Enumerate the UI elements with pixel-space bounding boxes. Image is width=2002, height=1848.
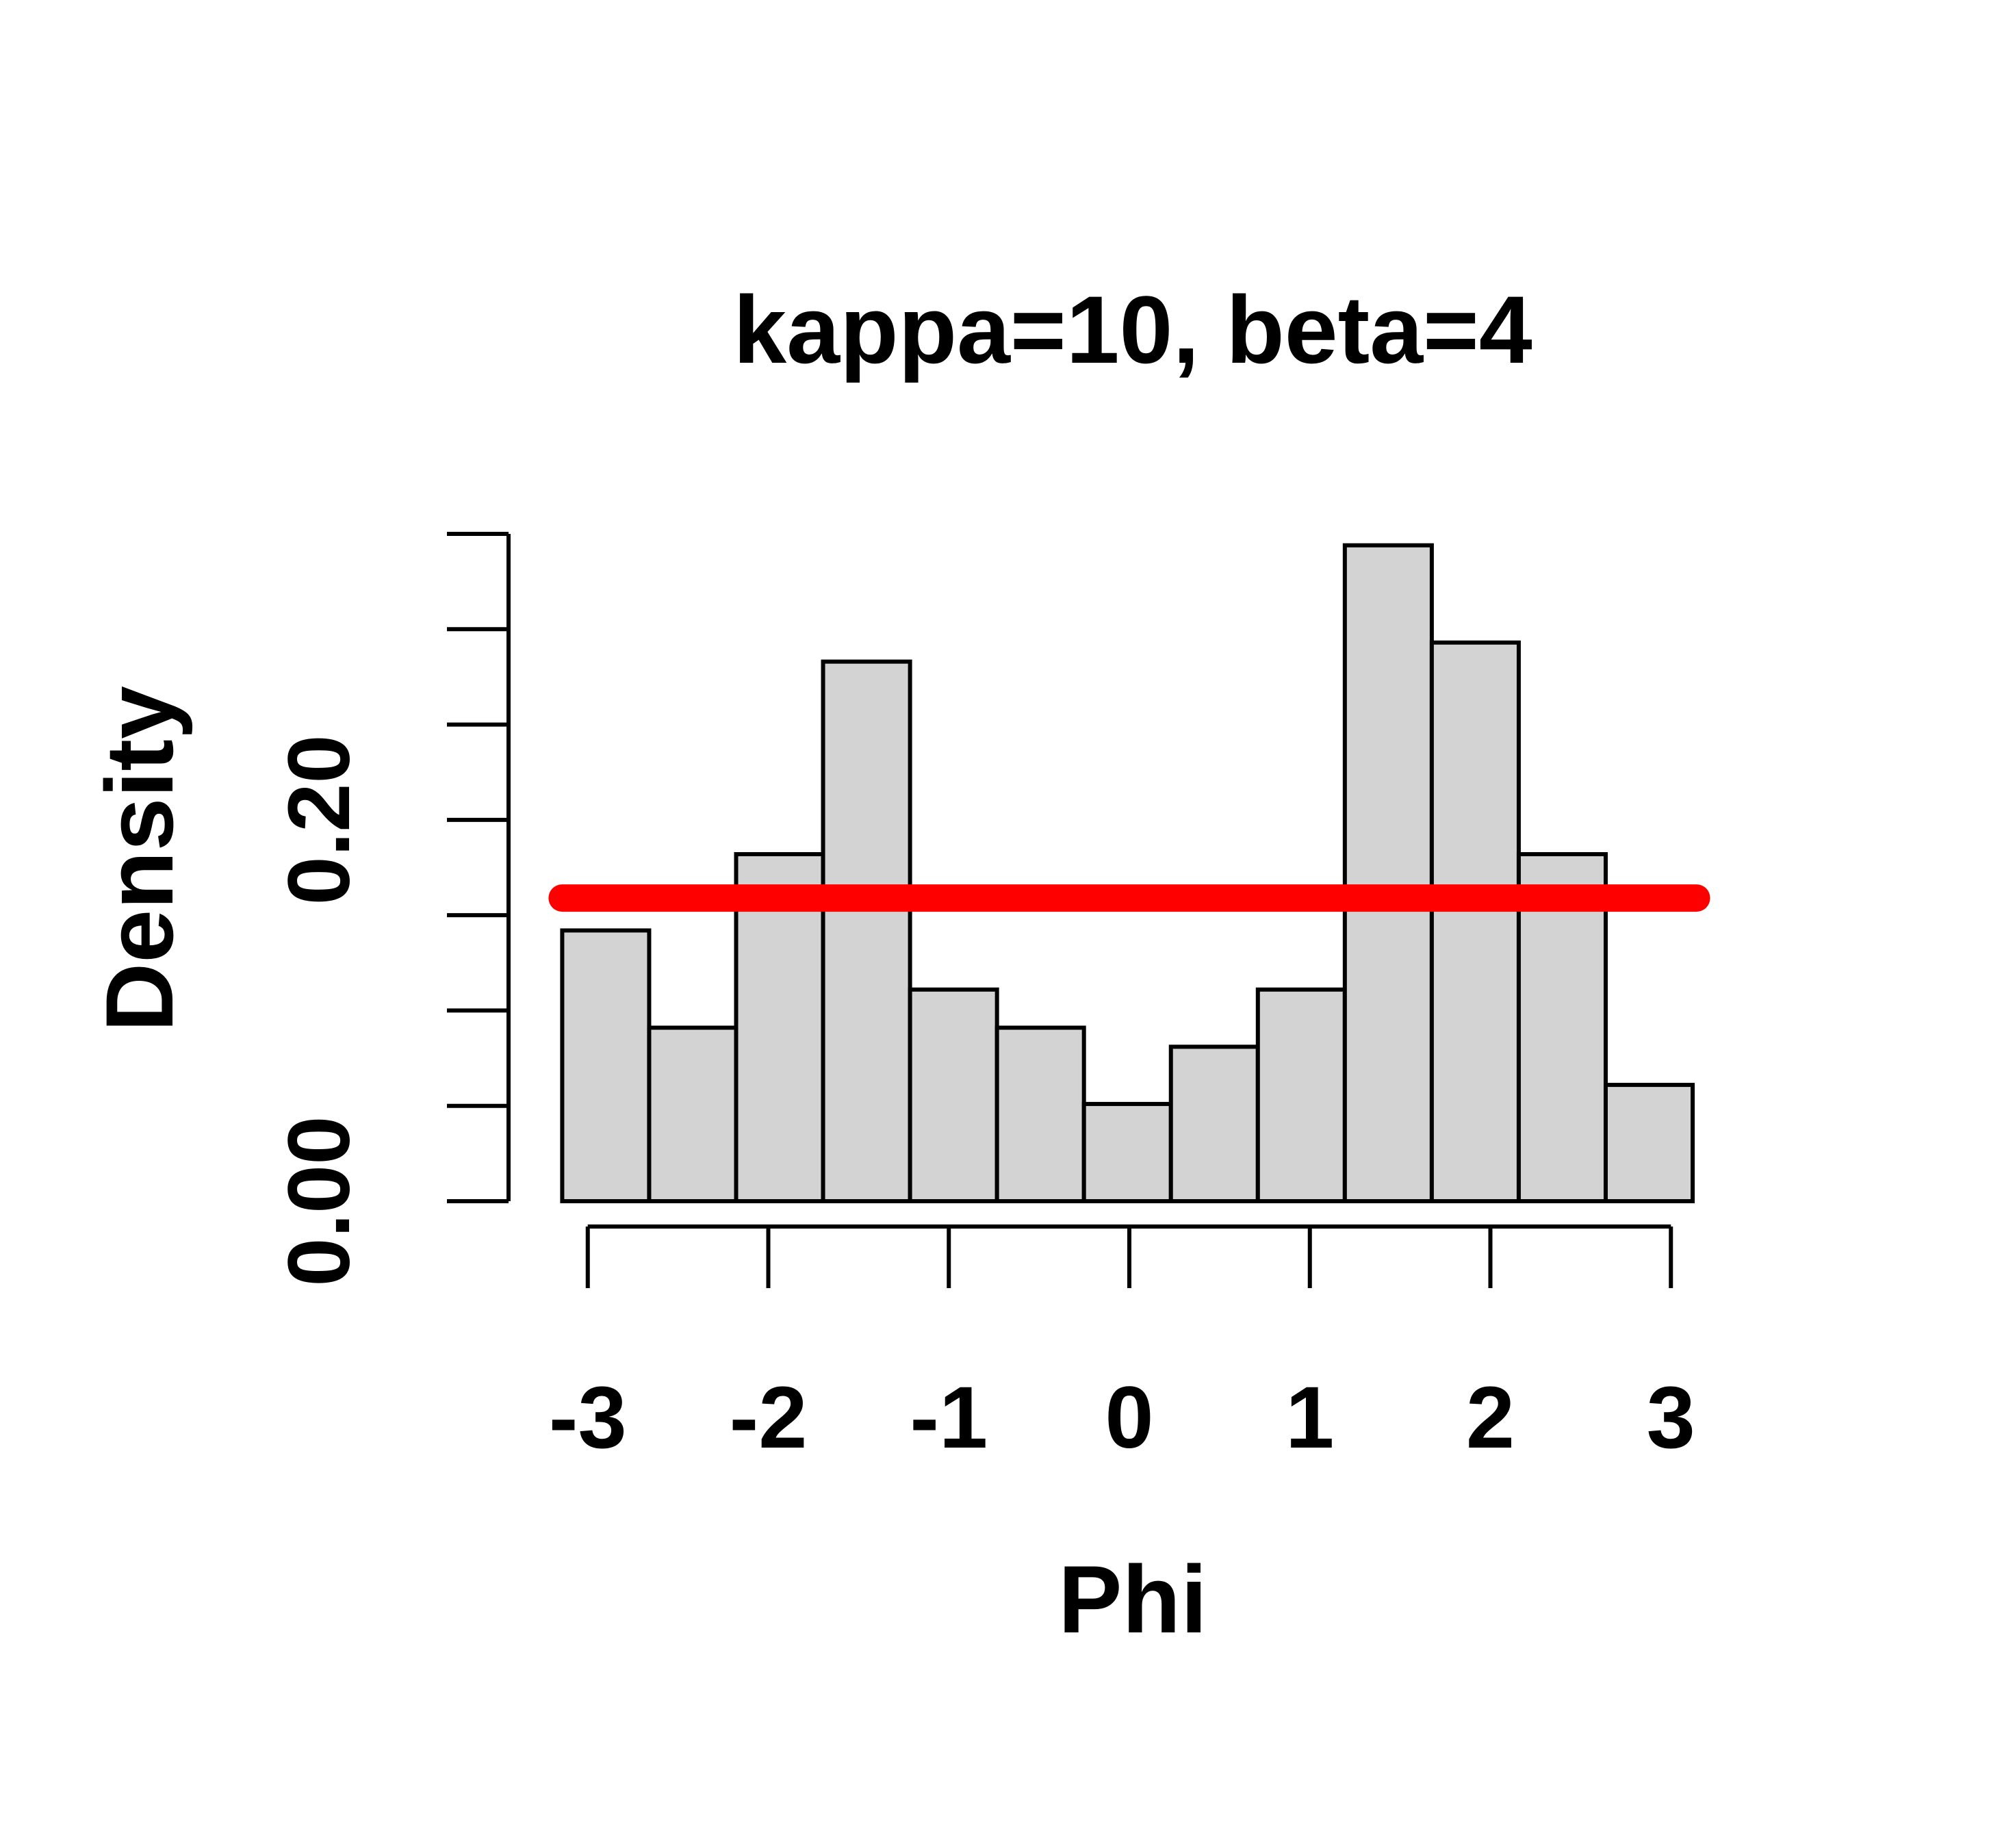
histogram-bar-4	[821, 659, 912, 1203]
histogram-bar-5	[908, 987, 999, 1204]
bars-layer	[560, 543, 1695, 1204]
x-tick-label-5: 1	[1285, 1369, 1334, 1467]
x-axis: -3 -2 -1 0 1 2 3	[549, 1224, 1695, 1467]
y-tick-label-1: 0.00	[270, 1116, 368, 1286]
histogram-bar-2	[647, 1025, 739, 1203]
histogram-bar-3	[734, 852, 825, 1203]
y-tick-label-2: 0.20	[270, 734, 368, 905]
chart-title: kappa=10, beta=4	[733, 276, 1532, 383]
histogram-bar-13	[1603, 1083, 1695, 1203]
histogram-bar-8	[1168, 1044, 1260, 1204]
x-axis-label: Phi	[1058, 1545, 1207, 1653]
histogram-bar-12	[1516, 852, 1608, 1203]
x-tick-label-4: 0	[1105, 1369, 1153, 1467]
x-tick-label-3: -1	[910, 1369, 988, 1467]
y-axis-label: Density	[86, 686, 193, 1032]
histogram-bar-11	[1429, 640, 1521, 1203]
x-tick-label-1: -3	[549, 1369, 627, 1467]
x-tick-label-7: 3	[1647, 1369, 1695, 1467]
histogram-bar-7	[1081, 1101, 1173, 1204]
histogram-bar-9	[1255, 987, 1347, 1204]
y-axis: 0.00 0.20	[270, 532, 511, 1287]
x-tick-label-6: 2	[1466, 1369, 1515, 1467]
x-tick-label-2: -2	[730, 1369, 808, 1467]
histogram-bar-1	[560, 928, 652, 1204]
histogram-bar-6	[994, 1025, 1086, 1203]
histogram-bar-10	[1342, 543, 1434, 1203]
